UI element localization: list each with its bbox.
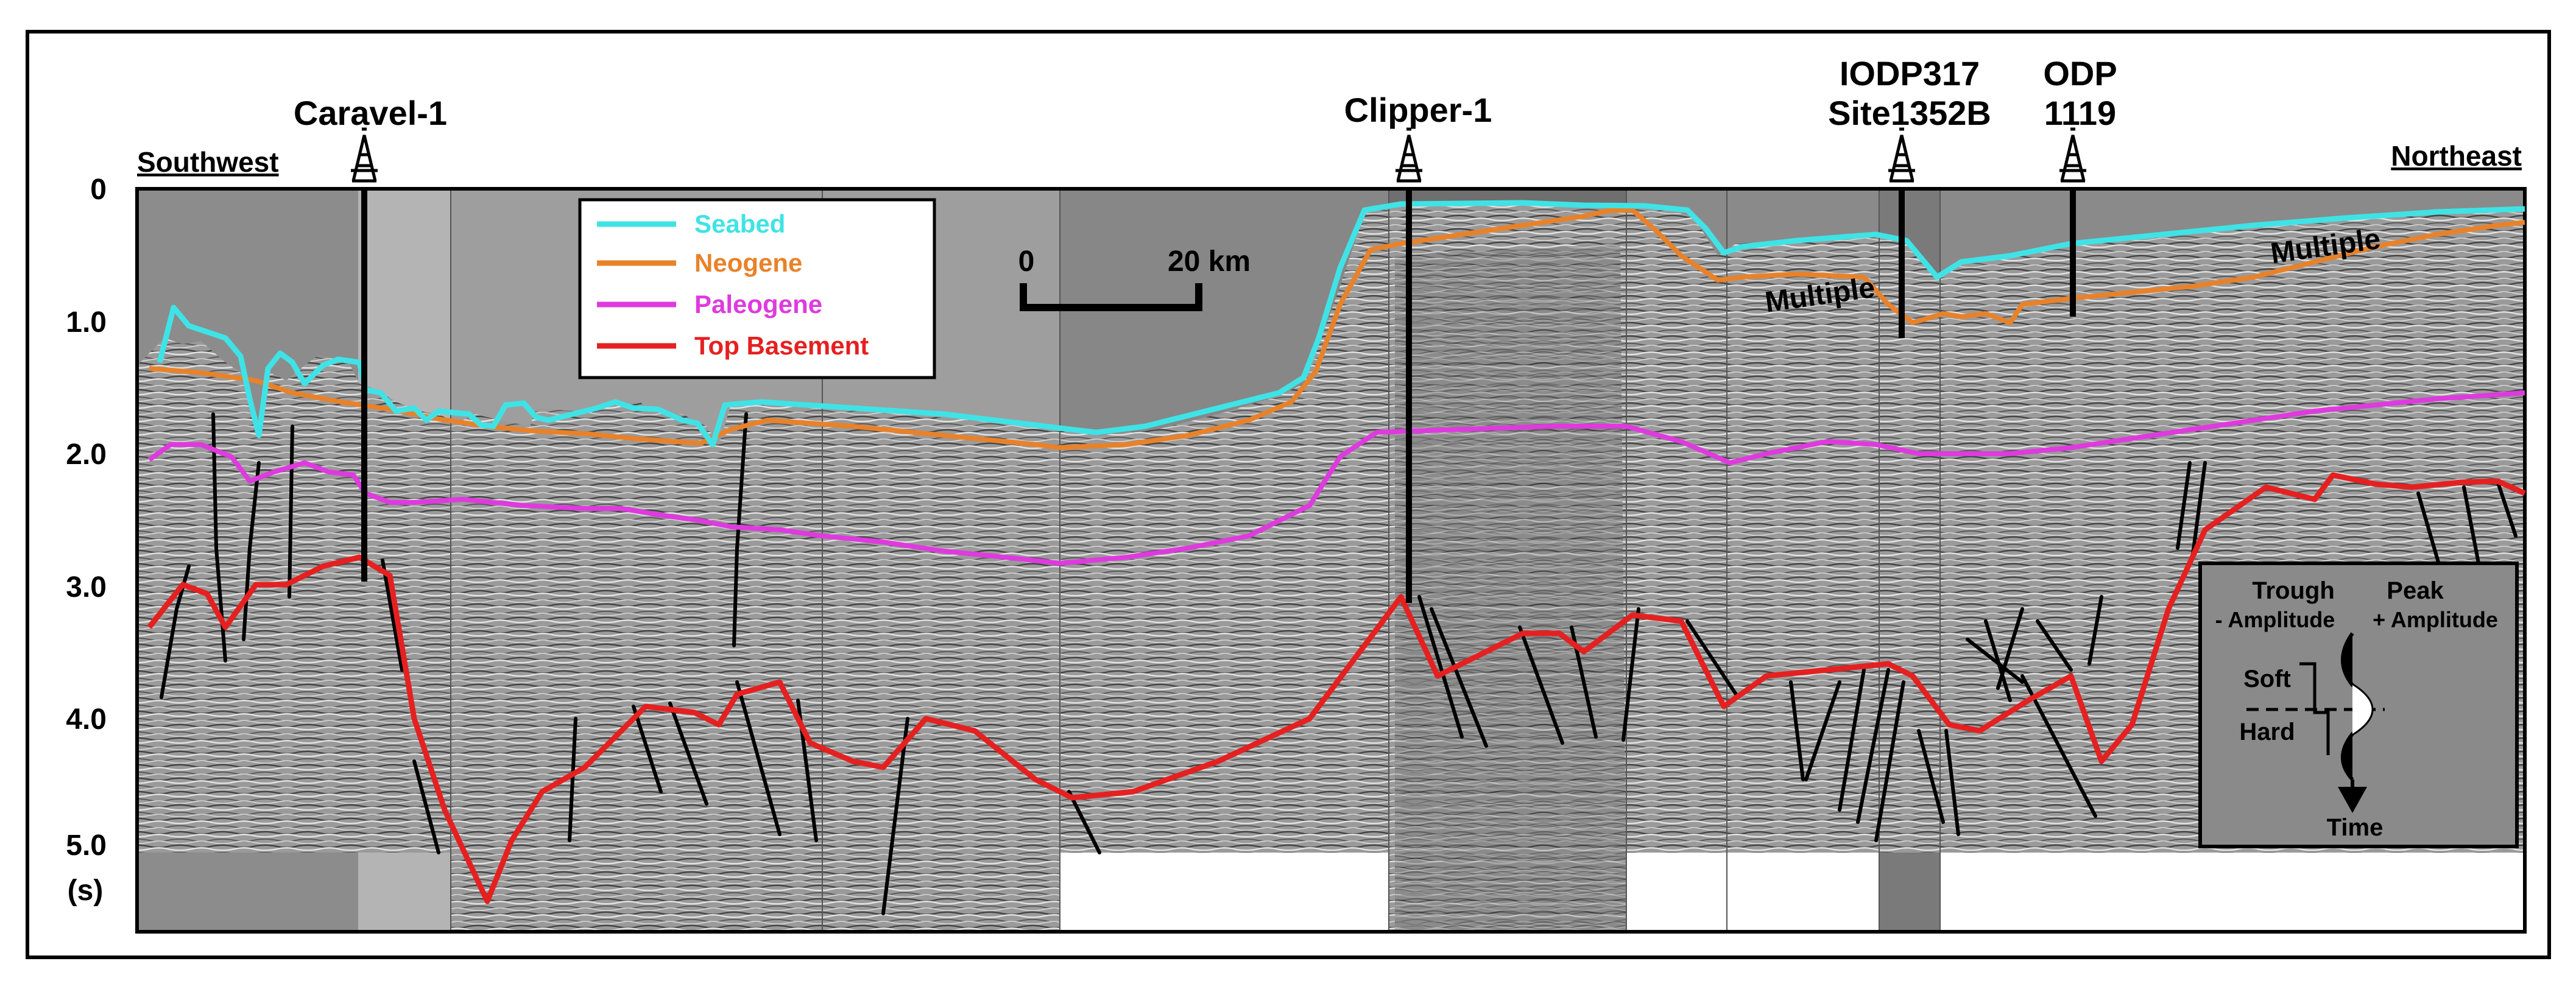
fault-line bbox=[632, 705, 663, 794]
time-arrow-icon bbox=[2338, 787, 2367, 813]
horizon-paleogene bbox=[147, 390, 2525, 566]
panel-seams bbox=[450, 189, 1941, 932]
axis-tick-0: 0 bbox=[90, 174, 107, 206]
legend-label-paleogene: Paleogene bbox=[694, 290, 822, 319]
fault-line bbox=[1966, 638, 2024, 684]
no-data-northeast bbox=[1626, 853, 2525, 932]
time-axis: 0 1.0 2.0 3.0 4.0 5.0 (s) bbox=[66, 174, 107, 907]
axis-tick-5: 5.0 bbox=[66, 829, 107, 862]
fault-line bbox=[2176, 461, 2192, 550]
fault-line bbox=[381, 558, 404, 672]
horizon-neogene bbox=[149, 208, 2525, 450]
direction-northeast: Northeast bbox=[2391, 140, 2522, 172]
fault-line bbox=[2462, 485, 2481, 568]
polarity-trough-lobe bbox=[2343, 633, 2352, 685]
scale-end-label: 20 km bbox=[1168, 245, 1251, 278]
derrick-icon-iodp bbox=[1888, 127, 1915, 183]
scale-bar: 0 20 km bbox=[1018, 245, 1251, 311]
fault-line bbox=[1996, 607, 2024, 690]
horizon-legend: Seabed Neogene Paleogene Top Basement bbox=[578, 198, 936, 379]
well-label-odp-line1: ODP bbox=[2043, 54, 2117, 93]
fault-line bbox=[2496, 479, 2518, 538]
polarity-step-trace bbox=[2299, 662, 2330, 755]
fault-line bbox=[881, 717, 909, 915]
polarity-peak: Peak bbox=[2387, 577, 2444, 604]
section-border bbox=[135, 187, 2527, 934]
legend-label-seabed: Seabed bbox=[694, 209, 785, 238]
fault-line bbox=[2416, 491, 2441, 568]
polarity-time: Time bbox=[2327, 814, 2384, 841]
axis-unit: (s) bbox=[68, 875, 104, 907]
horizon-top-basement bbox=[147, 472, 2526, 904]
polarity-soft: Soft bbox=[2243, 666, 2291, 692]
fault-line bbox=[288, 424, 294, 599]
fault-line bbox=[1067, 790, 1101, 854]
fault-line bbox=[2036, 619, 2073, 672]
fault-line bbox=[1944, 729, 1960, 836]
direction-southwest: Southwest bbox=[137, 146, 279, 178]
horizon-seabed bbox=[157, 200, 2525, 448]
seismic-deep-clipper bbox=[1395, 244, 1626, 932]
fault-line bbox=[1804, 680, 1841, 781]
axis-tick-4: 4.0 bbox=[66, 703, 107, 736]
polarity-trough-sub: - Amplitude bbox=[2215, 607, 2335, 632]
fault-line bbox=[242, 461, 261, 641]
fault-line bbox=[1984, 619, 2012, 702]
polarity-hard: Hard bbox=[2239, 719, 2295, 745]
legend-label-neogene: Neogene bbox=[694, 248, 802, 277]
derrick-icon-odp bbox=[2059, 127, 2086, 183]
fault-line bbox=[2087, 595, 2103, 666]
fault-line bbox=[668, 702, 708, 806]
iodp-strip-bottom bbox=[1879, 853, 1940, 932]
no-data-central bbox=[1060, 853, 1389, 932]
fault-line bbox=[1874, 680, 1905, 842]
fault-line bbox=[1417, 595, 1464, 739]
well-label-clipper: Clipper-1 bbox=[1344, 91, 1492, 129]
well-label-caravel: Caravel-1 bbox=[294, 94, 447, 132]
axis-tick-1: 1.0 bbox=[66, 306, 107, 339]
polarity-inset: Trough - Amplitude Peak + Amplitude Soft… bbox=[2198, 561, 2519, 848]
no-data-blocks bbox=[1060, 853, 2525, 932]
fault-line bbox=[1518, 625, 1564, 745]
fault-line bbox=[1838, 668, 1866, 812]
axis-tick-3: 3.0 bbox=[66, 571, 107, 604]
fault-line bbox=[1917, 729, 1945, 824]
fault-line bbox=[2191, 461, 2207, 556]
polarity-trough-lobe-lower bbox=[2343, 734, 2352, 780]
well-bores bbox=[361, 189, 2076, 603]
fault-line bbox=[1789, 680, 1805, 781]
fault-line bbox=[732, 412, 748, 647]
legend-label-top-basement: Top Basement bbox=[694, 331, 869, 360]
fault-line bbox=[1856, 668, 1890, 824]
polarity-trough: Trough bbox=[2252, 577, 2335, 604]
scale-start-label: 0 bbox=[1018, 245, 1035, 278]
polarity-peak-lobe bbox=[2352, 685, 2372, 734]
polarity-peak-sub: + Amplitude bbox=[2373, 607, 2498, 632]
well-label-odp-line2: 1119 bbox=[2044, 94, 2116, 132]
seismic-reflections bbox=[137, 204, 2525, 932]
derrick-icon-clipper bbox=[1396, 127, 1422, 183]
fault-line bbox=[568, 717, 577, 842]
axis-tick-2: 2.0 bbox=[66, 438, 107, 471]
fault-line bbox=[1430, 607, 1488, 748]
derrick-icon-caravel bbox=[351, 127, 378, 183]
scale-bar-line bbox=[1020, 283, 1202, 311]
fault-line bbox=[412, 759, 440, 854]
fault-line bbox=[160, 565, 191, 699]
well-label-iodp-line1: IODP317 bbox=[1840, 54, 1980, 93]
fault-line bbox=[1685, 619, 1738, 696]
well-label-iodp-line2: Site1352B bbox=[1828, 94, 1991, 132]
fault-line bbox=[1621, 607, 1640, 742]
fault-line bbox=[735, 680, 782, 836]
